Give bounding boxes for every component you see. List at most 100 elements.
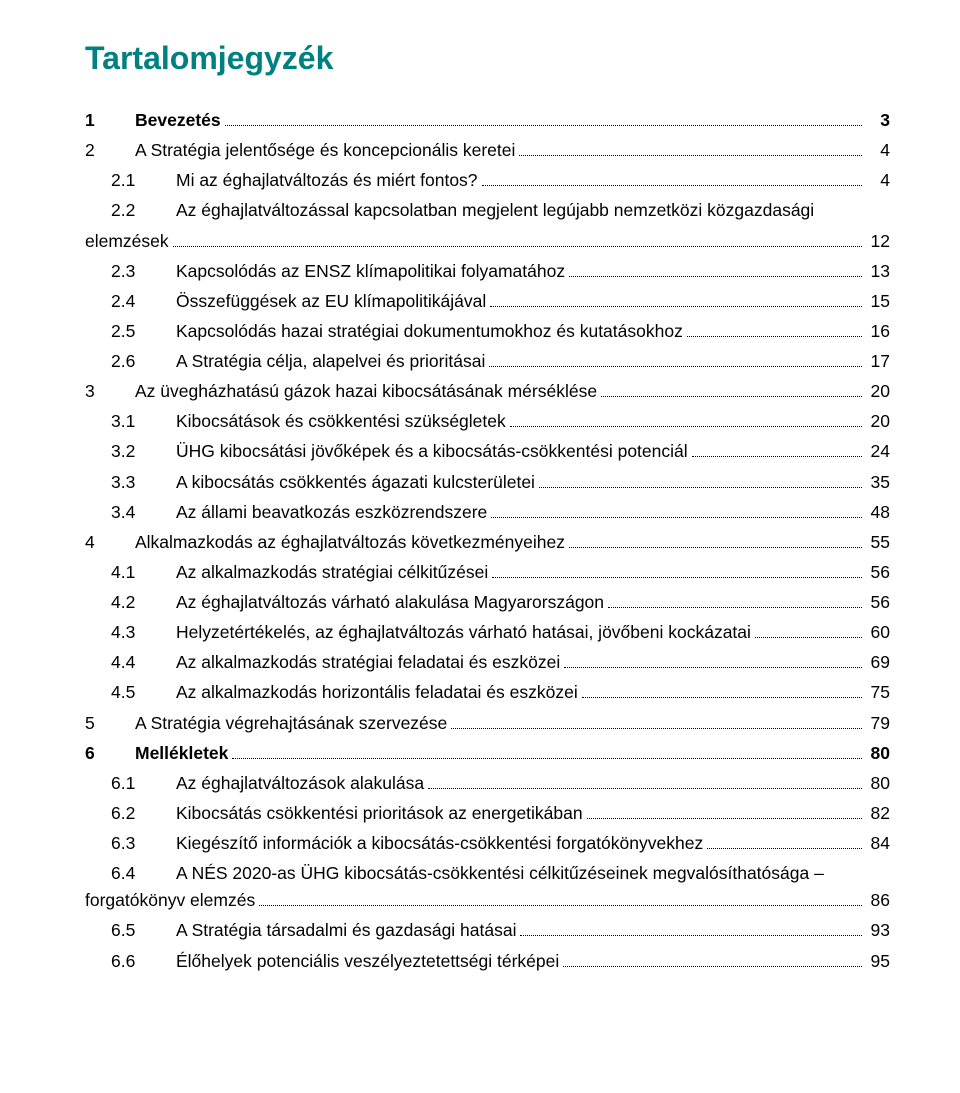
toc-entry-number: 4.1 [111, 559, 176, 586]
toc-entry: 3.4Az állami beavatkozás eszközrendszere… [85, 499, 890, 526]
toc-entry-label: Kiegészítő információk a kibocsátás-csök… [176, 830, 703, 857]
toc-entry-number: 6.3 [111, 830, 176, 857]
toc-entry-label: A Stratégia jelentősége és koncepcionáli… [135, 137, 515, 164]
toc-entry-page: 15 [866, 288, 890, 315]
toc-entry: 6.6Élőhelyek potenciális veszélyeztetett… [85, 948, 890, 975]
toc-entry-number: 4.5 [111, 679, 176, 706]
toc-entry-number: 6.4 [111, 860, 176, 887]
toc-entry: 3.1Kibocsátások és csökkentési szükségle… [85, 408, 890, 435]
toc-entry-number: 3.1 [111, 408, 176, 435]
toc-entry-page: 13 [866, 258, 890, 285]
toc-entry-page: 79 [866, 710, 890, 737]
toc-entry-label: A NÉS 2020-as ÜHG kibocsátás-csökkentési… [176, 860, 890, 887]
toc-entry-page: 12 [866, 228, 890, 255]
toc-leader [225, 109, 862, 126]
toc-entry-label: Bevezetés [135, 107, 221, 134]
toc-leader [173, 230, 862, 247]
toc-leader [491, 501, 862, 518]
toc-leader [482, 170, 862, 187]
toc-entry-number: 4.4 [111, 649, 176, 676]
toc-leader [490, 290, 862, 307]
toc-entry-label: Alkalmazkodás az éghajlatváltozás követk… [135, 529, 565, 556]
toc-entry: 4.1Az alkalmazkodás stratégiai célkitűzé… [85, 559, 890, 586]
toc-entry-number: 2.6 [111, 348, 176, 375]
toc-entry-label: Kibocsátás csökkentési prioritások az en… [176, 800, 583, 827]
toc-entry-page: 17 [866, 348, 890, 375]
toc-entry-number: 2.5 [111, 318, 176, 345]
toc-leader [564, 652, 862, 669]
toc-entry-page: 4 [866, 167, 890, 194]
toc-entry-page: 3 [866, 107, 890, 134]
toc-entry-label: Összefüggések az EU klímapolitikájával [176, 288, 486, 315]
toc-entry-number: 4.2 [111, 589, 176, 616]
toc-entry-label: ÜHG kibocsátási jövőképek és a kibocsátá… [176, 438, 688, 465]
toc-leader [259, 890, 862, 907]
toc-leader [492, 561, 862, 578]
toc-entry: 2.5Kapcsolódás hazai stratégiai dokument… [85, 318, 890, 345]
toc-entry-label: Az éghajlatváltozás várható alakulása Ma… [176, 589, 604, 616]
toc-entry-label: Kapcsolódás hazai stratégiai dokumentumo… [176, 318, 683, 345]
toc-entry-page: 20 [866, 408, 890, 435]
toc-entry-page: 86 [866, 887, 890, 914]
toc-entry-page: 55 [866, 529, 890, 556]
toc-entry-number: 2 [85, 137, 135, 164]
toc-leader [520, 920, 862, 937]
toc-leader [608, 591, 862, 608]
toc-entry-label: Az üvegházhatású gázok hazai kibocsátásá… [135, 378, 597, 405]
toc-entry-number: 6.1 [111, 770, 176, 797]
toc-entry: 4.4Az alkalmazkodás stratégiai feladatai… [85, 649, 890, 676]
toc-entry-label: Az éghajlatváltozással kapcsolatban megj… [176, 197, 814, 224]
toc-entry-page: 56 [866, 559, 890, 586]
page: Tartalomjegyzék 1Bevezetés32A Stratégia … [0, 0, 960, 1018]
toc-entry-page: 24 [866, 438, 890, 465]
toc-entry-label: Mellékletek [135, 740, 228, 767]
toc-entry: 6.4A NÉS 2020-as ÜHG kibocsátás-csökkent… [85, 860, 890, 914]
toc-entry-number: 4 [85, 529, 135, 556]
toc-entry-page: 60 [866, 619, 890, 646]
toc-leader [692, 441, 862, 458]
toc-entry-page: 69 [866, 649, 890, 676]
toc-entry-line2: forgatókönyv elemzés86 [85, 887, 890, 914]
toc-entry-page: 35 [866, 469, 890, 496]
toc-entry-label: elemzések [85, 228, 169, 255]
toc-entry-number: 1 [85, 107, 135, 134]
toc-entry: 2.6A Stratégia célja, alapelvei és prior… [85, 348, 890, 375]
toc-entry-label: Helyzetértékelés, az éghajlatváltozás vá… [176, 619, 751, 646]
toc-leader [582, 682, 862, 699]
toc-entry-label: Élőhelyek potenciális veszélyeztetettség… [176, 948, 559, 975]
toc-entry-label: Az alkalmazkodás stratégiai célkitűzései [176, 559, 488, 586]
toc-entry-page: 80 [866, 770, 890, 797]
toc-entry-page: 56 [866, 589, 890, 616]
toc-entry-page: 16 [866, 318, 890, 345]
toc-entry-page: 82 [866, 800, 890, 827]
toc-entry-label: A Stratégia társadalmi és gazdasági hatá… [176, 917, 516, 944]
toc-entry: 4.5Az alkalmazkodás horizontális feladat… [85, 679, 890, 706]
toc-leader [539, 471, 862, 488]
toc-leader [587, 802, 862, 819]
toc-entry-label: Az éghajlatváltozások alakulása [176, 770, 424, 797]
toc-list: 1Bevezetés 3 2A Stratégia jelentősége és k… [85, 107, 890, 975]
toc-entry-page: 48 [866, 499, 890, 526]
toc-entry-label: A Stratégia célja, alapelvei és prioritá… [176, 348, 485, 375]
toc-entry: 6.2Kibocsátás csökkentési prioritások az… [85, 800, 890, 827]
toc-entry: 3.3A kibocsátás csökkentés ágazati kulcs… [85, 469, 890, 496]
toc-entry-number: 5 [85, 710, 135, 737]
toc-entry-label: Az alkalmazkodás stratégiai feladatai és… [176, 649, 560, 676]
toc-entry-page: 84 [866, 830, 890, 857]
toc-entry: 6.1Az éghajlatváltozások alakulása 80 [85, 770, 890, 797]
toc-entry-page: 4 [866, 137, 890, 164]
toc-entry: elemzések 12 [85, 228, 890, 255]
toc-entry-label: A Stratégia végrehajtásának szervezése [135, 710, 447, 737]
toc-entry: 4.2Az éghajlatváltozás várható alakulása… [85, 589, 890, 616]
toc-leader [601, 380, 862, 397]
toc-entry: 3.2ÜHG kibocsátási jövőképek és a kibocs… [85, 438, 890, 465]
toc-entry: 6.3Kiegészítő információk a kibocsátás-c… [85, 830, 890, 857]
toc-entry-page: 95 [866, 948, 890, 975]
toc-entry: 2.1Mi az éghajlatváltozás és miért fonto… [85, 167, 890, 194]
toc-leader [232, 742, 862, 759]
toc-leader [687, 320, 862, 337]
toc-entry-number: 3.2 [111, 438, 176, 465]
toc-entry: 4Alkalmazkodás az éghajlatváltozás követ… [85, 529, 890, 556]
toc-title: Tartalomjegyzék [85, 40, 890, 77]
toc-leader [569, 260, 862, 277]
